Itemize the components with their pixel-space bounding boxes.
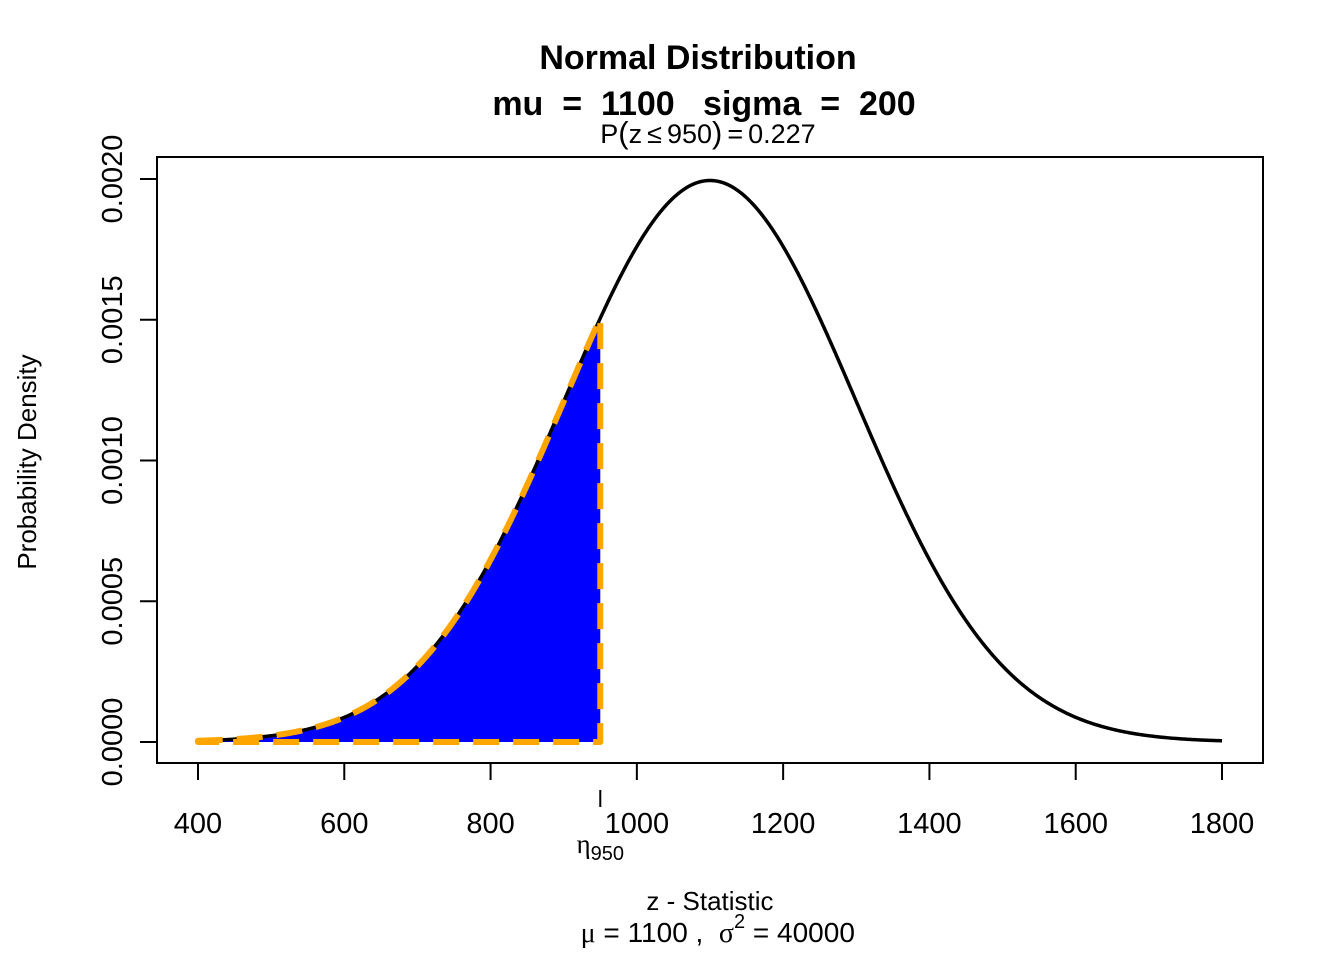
- x-tick-label: 600: [320, 808, 368, 840]
- eta-marker-label: η950: [577, 829, 625, 865]
- x-tick-label: 800: [466, 808, 514, 840]
- x-tick-label: 400: [174, 808, 222, 840]
- x-axis: 400 600 800 1000 1200 1400 1600 1800: [174, 762, 1255, 840]
- x-axis-label: z - Statistic: [646, 886, 773, 916]
- shaded-region-layer: [198, 318, 601, 742]
- x-tick-label: 1800: [1190, 808, 1255, 840]
- y-tick-label: 0.0005: [97, 557, 129, 646]
- y-tick-label: 0.0015: [97, 275, 129, 364]
- shaded-area: [198, 318, 601, 742]
- x-axis-sublabel: μ = 1100 , σ2 = 40000: [542, 911, 879, 949]
- y-axis: 0.0000 0.0005 0.0010 0.0015 0.0020: [97, 135, 158, 787]
- chart-title: Normal Distribution: [539, 39, 856, 77]
- shaded-outline-layer: [195, 315, 604, 745]
- plot-box: [156, 156, 1264, 764]
- y-tick-label: 0.0010: [97, 416, 129, 505]
- density-curve-layer: [197, 178, 1223, 743]
- probability-label: P(z ≤950) = 0.227: [600, 115, 815, 150]
- chart-title-line2: mu = 1100 sigma = 200: [492, 85, 915, 123]
- x-tick-label: 1600: [1043, 808, 1108, 840]
- y-tick-label: 0.0000: [97, 698, 129, 787]
- x-tick-label: 1200: [751, 808, 816, 840]
- density-curve: [197, 178, 1223, 743]
- x-tick-label: 1400: [897, 808, 962, 840]
- y-axis-label: Probability Density: [12, 354, 42, 569]
- shaded-outline: [195, 315, 604, 745]
- x-tick-label: 1000: [605, 808, 670, 840]
- y-tick-label: 0.0020: [97, 135, 129, 224]
